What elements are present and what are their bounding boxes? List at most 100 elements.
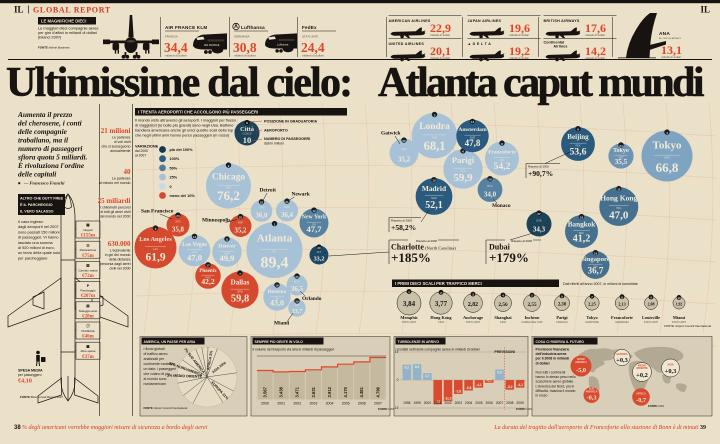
svg-text:che negli ultimi anni hanno pe: che negli ultimi anni hanno perso passeg… bbox=[135, 133, 230, 138]
svg-text:difficoltà, trascina il mondo: difficoltà, trascina il mondo bbox=[536, 389, 576, 393]
svg-text:Le partenze: Le partenze bbox=[112, 135, 131, 139]
svg-text:FedEx: FedEx bbox=[302, 25, 317, 30]
svg-text:€28m: €28m bbox=[82, 314, 95, 319]
svg-text:Airlines: Airlines bbox=[554, 45, 568, 49]
svg-text:Continental: Continental bbox=[544, 41, 565, 45]
svg-text:Airport Council International: Airport Council International bbox=[154, 406, 188, 410]
svg-text:SPESA MEDIA: SPESA MEDIA bbox=[18, 369, 43, 373]
svg-text:6: 6 bbox=[462, 150, 464, 154]
svg-text:È IL PARCHEGGIO: È IL PARCHEGGIO bbox=[20, 202, 53, 207]
svg-text:2002: 2002 bbox=[293, 402, 301, 406]
svg-text:JAPAN AIRLINES: JAPAN AIRLINES bbox=[468, 19, 502, 23]
svg-text:LE MAGNIFICHE DIECI: LE MAGNIFICHE DIECI bbox=[41, 19, 86, 24]
svg-text:miliardi di dollari: miliardi di dollari bbox=[585, 33, 605, 37]
svg-text:Le partenze: Le partenze bbox=[112, 176, 131, 180]
svg-text:AMERICAN AIRLINES: AMERICAN AIRLINES bbox=[389, 19, 431, 23]
svg-text:1999: 1999 bbox=[413, 401, 421, 405]
svg-text:89,4: 89,4 bbox=[261, 254, 289, 271]
svg-text:PREVISIONI: PREVISIONI bbox=[494, 350, 515, 354]
svg-text:1: 1 bbox=[274, 222, 276, 226]
svg-text:STATI UNITI: STATI UNITI bbox=[672, 320, 687, 324]
svg-text:3,7: 3,7 bbox=[425, 374, 430, 378]
svg-text:49,9: 49,9 bbox=[220, 254, 235, 263]
svg-text:un dato: i passeggeri: un dato: i passeggeri bbox=[144, 367, 177, 371]
svg-text:CDG: CDG bbox=[460, 170, 466, 173]
svg-text:VARIAZIONE: VARIAZIONE bbox=[135, 145, 159, 149]
svg-text:Negozi: Negozi bbox=[83, 228, 93, 232]
svg-text:54,2: 54,2 bbox=[494, 161, 511, 172]
svg-text:lasciato una somma: lasciato una somma bbox=[18, 240, 53, 245]
svg-text:2005: 2005 bbox=[342, 402, 350, 406]
svg-text:20: 20 bbox=[295, 275, 299, 279]
svg-text:▤: ▤ bbox=[86, 304, 90, 308]
svg-text:2: 2 bbox=[440, 291, 442, 295]
svg-text:IATA: IATA bbox=[527, 407, 533, 411]
svg-text:al minuto nel mondo: al minuto nel mondo bbox=[99, 181, 131, 185]
svg-text:P: P bbox=[87, 284, 90, 288]
svg-text:-0,3: -0,3 bbox=[586, 394, 596, 401]
svg-text:AMERICA: AMERICA bbox=[585, 390, 597, 394]
svg-text:NRT: NRT bbox=[618, 157, 624, 160]
svg-text:▲ D E L T A: ▲ D E L T A bbox=[468, 42, 492, 46]
svg-text:35,2: 35,2 bbox=[398, 155, 411, 163]
svg-text:2006: 2006 bbox=[358, 402, 366, 406]
svg-text:2000: 2000 bbox=[261, 402, 269, 406]
svg-text:— Francesco Franchi: — Francesco Franchi bbox=[23, 181, 65, 186]
svg-text:Città: Città bbox=[240, 126, 255, 133]
svg-text:8,2: 8,2 bbox=[405, 366, 410, 370]
svg-text:ANA: ANA bbox=[659, 31, 670, 37]
svg-text:ALL NIPPON AIRWAYS: ALL NIPPON AIRWAYS bbox=[659, 37, 682, 40]
svg-text:SFO: SFO bbox=[175, 220, 180, 223]
svg-text:4.170: 4.170 bbox=[343, 386, 348, 397]
svg-text:2007: 2007 bbox=[496, 401, 504, 405]
svg-text:24,4: 24,4 bbox=[301, 40, 325, 55]
svg-text:53,6: 53,6 bbox=[570, 146, 587, 157]
svg-text:San Francisco: San Francisco bbox=[141, 209, 174, 215]
svg-text:Rispetto al 2000: Rispetto al 2000 bbox=[416, 239, 437, 243]
svg-text:annualmente: annualmente bbox=[110, 149, 130, 153]
svg-text:dagli aeroporti nel 2007: dagli aeroporti nel 2007 bbox=[18, 224, 59, 229]
svg-text:IATA: IATA bbox=[389, 407, 395, 411]
svg-text:Il volume del trasporto via ar: Il volume del trasporto via aria in mili… bbox=[253, 348, 335, 352]
svg-text:CLT: CLT bbox=[317, 251, 322, 254]
svg-text:FRANCIA: FRANCIA bbox=[165, 35, 178, 39]
svg-text:Louisville: Louisville bbox=[642, 315, 660, 320]
svg-text:€207m: €207m bbox=[81, 294, 96, 299]
svg-text:9: 9 bbox=[246, 121, 248, 125]
svg-text:DTW: DTW bbox=[259, 207, 265, 210]
svg-text:-4,1: -4,1 bbox=[476, 383, 482, 387]
svg-text:2: 2 bbox=[228, 164, 230, 168]
svg-text:di viaggiatori (le bolle più g: di viaggiatori (le bolle più grandi) son… bbox=[135, 123, 233, 128]
svg-text:FRA: FRA bbox=[500, 159, 505, 162]
svg-text:Atlanta caput mundi: Atlanta caput mundi bbox=[378, 60, 705, 106]
svg-text:Tokyo: Tokyo bbox=[613, 148, 629, 154]
svg-text:19: 19 bbox=[594, 251, 598, 255]
svg-text:FONTE:: FONTE: bbox=[648, 404, 658, 408]
svg-text:STATI UNITI: STATI UNITI bbox=[466, 320, 481, 324]
svg-text:Denver: Denver bbox=[218, 244, 236, 250]
svg-text:47,8: 47,8 bbox=[465, 138, 481, 148]
svg-text:POSIZIONE IN GRADUATORIA: POSIZIONE IN GRADUATORIA bbox=[264, 120, 317, 124]
svg-text:I PRIMI DIECI SCALI PER TRAFFI: I PRIMI DIECI SCALI PER TRAFFICO MERCI bbox=[395, 281, 482, 286]
svg-text:€155m: €155m bbox=[81, 234, 96, 239]
svg-text:ⓘ: ⓘ bbox=[86, 323, 90, 328]
svg-text:I chilometri percorsi: I chilometri percorsi bbox=[100, 205, 131, 209]
svg-text:-0,7: -0,7 bbox=[636, 397, 647, 404]
svg-text:STATI UNITI: STATI UNITI bbox=[402, 320, 417, 324]
svg-text:☲: ☲ bbox=[86, 242, 90, 247]
svg-text:COSA CI RISERVA IL FUTURO: COSA CI RISERVA IL FUTURO bbox=[536, 340, 585, 344]
svg-text:percorsa dagli aerei: percorsa dagli aerei bbox=[100, 262, 131, 266]
svg-text:miliardi di dollari: miliardi di dollari bbox=[430, 33, 450, 37]
svg-text:Hong Kong: Hong Kong bbox=[430, 315, 452, 320]
svg-text:LAX: LAX bbox=[153, 248, 158, 251]
svg-text:€37m: €37m bbox=[82, 355, 95, 360]
svg-text:22,9: 22,9 bbox=[430, 21, 451, 35]
svg-text:UNITED AIRLINES: UNITED AIRLINES bbox=[389, 42, 425, 46]
svg-text:-5,2: -5,2 bbox=[507, 385, 513, 389]
svg-text:Il mondo visto attraverso gli: Il mondo visto attraverso gli aeroporti.… bbox=[135, 118, 236, 123]
svg-text:47,7: 47,7 bbox=[306, 224, 322, 234]
svg-text:ORIENTE: ORIENTE bbox=[636, 366, 648, 370]
svg-text:€4,10: €4,10 bbox=[18, 378, 32, 385]
svg-text:34,0: 34,0 bbox=[484, 191, 497, 199]
svg-text:14,2: 14,2 bbox=[585, 44, 606, 58]
